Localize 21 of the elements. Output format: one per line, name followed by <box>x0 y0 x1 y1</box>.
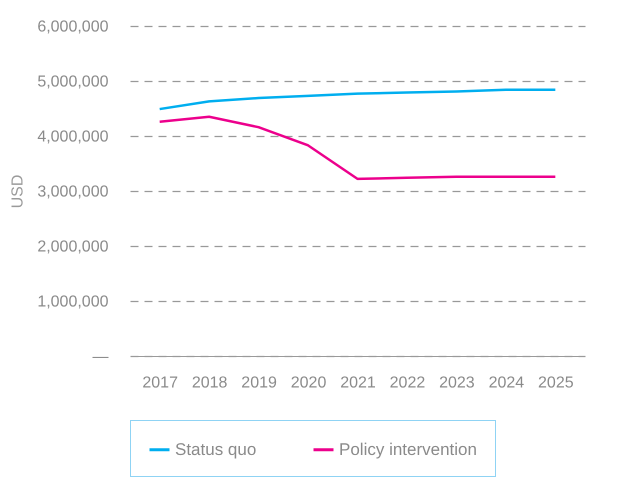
x-tick-label: 2022 <box>390 374 426 392</box>
legend-label: Policy intervention <box>339 440 477 459</box>
line-series <box>158 88 557 110</box>
y-axis-title: USD <box>9 174 26 208</box>
line-series <box>158 116 557 180</box>
x-tick-label: 2025 <box>538 374 574 392</box>
x-tick-label: 2021 <box>340 374 376 392</box>
x-tick-label: 2023 <box>439 374 475 392</box>
y-tick-label: 3,000,000 <box>37 184 109 200</box>
y-tick-label: 6,000,000 <box>37 18 109 36</box>
y-tick-label: 4,000,000 <box>37 128 109 146</box>
x-tick-label: 2017 <box>142 374 178 392</box>
y-tick-label: 5,000,000 <box>37 74 109 90</box>
x-tick-label: 2020 <box>290 374 326 392</box>
x-tick-label: 2019 <box>241 374 277 392</box>
x-tick-label: 2018 <box>192 374 228 392</box>
y-tick-label: — <box>92 348 108 366</box>
y-tick-label: 1,000,000 <box>37 294 109 310</box>
x-tick-label: 2024 <box>488 374 524 392</box>
legend-label: Status quo <box>175 440 256 459</box>
y-tick-label: 2,000,000 <box>37 238 109 256</box>
